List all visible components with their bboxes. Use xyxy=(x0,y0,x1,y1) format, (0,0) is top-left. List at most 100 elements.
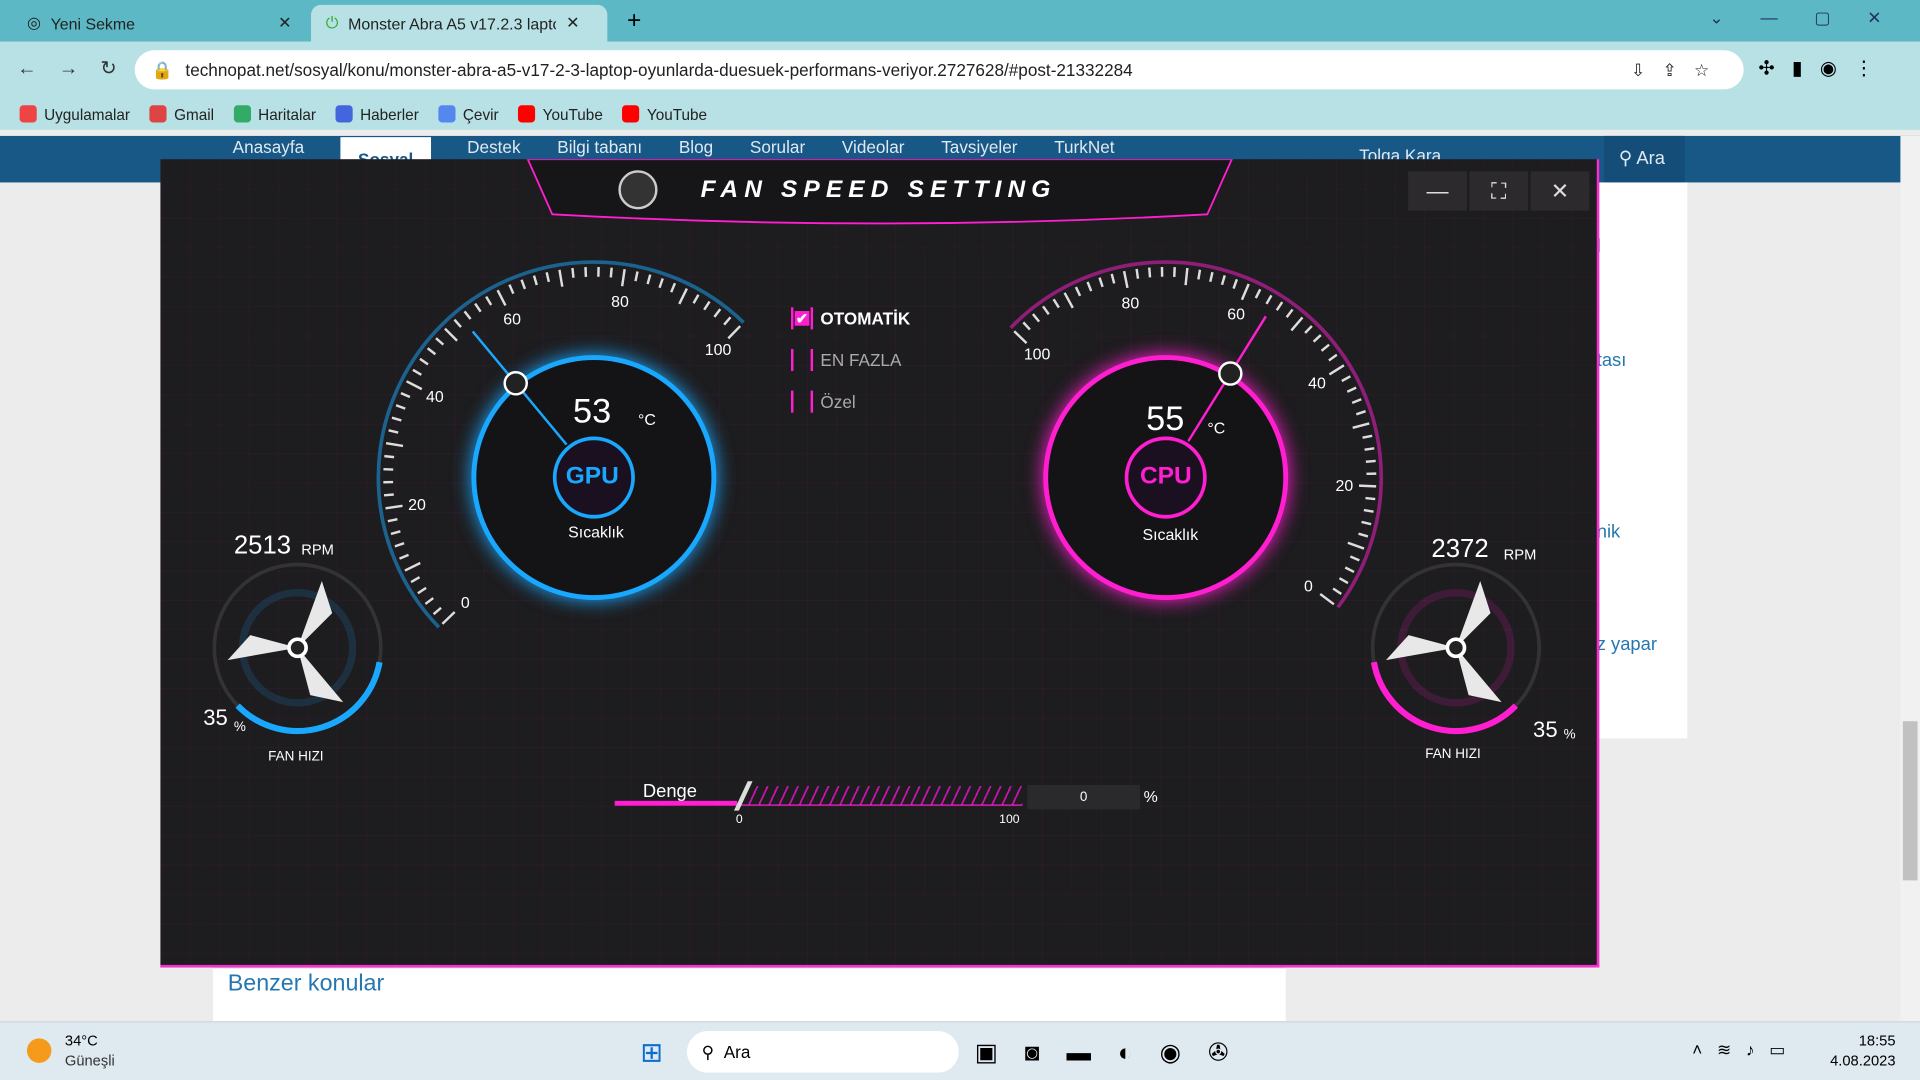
cpu-gauge-tick xyxy=(1184,267,1189,286)
title-banner xyxy=(526,159,1233,225)
clock[interactable]: 18:55 xyxy=(1858,1032,1896,1050)
cpu-gauge-tick xyxy=(1042,305,1050,316)
new-tab-button[interactable]: + xyxy=(626,7,642,35)
similar-threads-heading: Benzer konular xyxy=(227,971,385,997)
gpu-gauge-tick xyxy=(412,368,422,376)
gpu-fan-speed-arc xyxy=(235,661,383,735)
cpu-gauge-tick xyxy=(1022,321,1031,331)
checkbox-checked[interactable]: ✔ xyxy=(791,307,814,330)
cpu-gauge-tick xyxy=(1328,364,1345,376)
extension-icons[interactable]: ✣▮◉⋮ xyxy=(1758,58,1891,80)
bookmark-translate[interactable]: Çevir xyxy=(438,104,499,123)
taskbar-apps[interactable]: ▣◙▬◐◉✇ xyxy=(974,1039,1256,1067)
nav-item[interactable]: Destek xyxy=(467,137,521,157)
address-bar[interactable]: 🔒 technopat.net/sosyal/konu/monster-abra-… xyxy=(134,50,1744,90)
gpu-gauge-tick xyxy=(395,404,406,410)
window-controls[interactable]: ⌄—▢✕ xyxy=(1709,7,1919,27)
cpu-gauge-tick xyxy=(1338,577,1349,585)
gpu-gauge-needle-knob xyxy=(503,371,528,396)
gpu-caption: Sıcaklık xyxy=(568,522,624,542)
lock-icon: 🔒 xyxy=(151,59,174,79)
gpu-fan-hub xyxy=(287,637,308,659)
nav-item[interactable]: TurkNet xyxy=(1054,137,1115,157)
mode-max[interactable]: EN FAZLA xyxy=(791,348,901,372)
gpu-gauge-tick xyxy=(426,347,437,356)
close-button[interactable]: ✕ xyxy=(1530,171,1590,211)
gpu-gauge-tick xyxy=(432,606,442,616)
thread-link[interactable]: z yapar xyxy=(1596,634,1657,656)
gpu-gauge-tick xyxy=(385,441,404,448)
gpu-gauge-tick xyxy=(571,267,575,278)
taskbar-search[interactable]: ⚲ Ara xyxy=(686,1031,959,1073)
gpu-temp: 53 xyxy=(573,391,612,430)
bookmark-apps[interactable]: Uygulamalar xyxy=(19,104,130,123)
cpu-fan-pct: 35 xyxy=(1533,717,1558,743)
cpu-gauge-tick-label: 60 xyxy=(1227,306,1245,323)
gpu-gauge-tick xyxy=(703,300,711,311)
taskbar: 34°C Güneşli ⊞ ⚲ Ara ▣◙▬◐◉✇ ˄≋♪▭ 18:55 4… xyxy=(0,1021,1920,1080)
minimize-button[interactable]: — xyxy=(1408,171,1467,211)
balance-slider[interactable] xyxy=(738,786,1023,806)
nav-item[interactable]: Bilgi tabanı xyxy=(557,137,643,157)
scrollbar[interactable] xyxy=(1900,135,1920,1022)
gpu-gauge-tick xyxy=(609,267,613,278)
gpu-gauge-core xyxy=(552,436,635,519)
cpu-gauge-scale-arc xyxy=(1009,260,1383,609)
gpu-gauge-tick xyxy=(620,269,626,287)
weather-temp[interactable]: 34°C xyxy=(64,1032,98,1050)
nav-item[interactable]: Sorular xyxy=(749,137,806,157)
gpu-gauge-tick xyxy=(713,308,722,318)
bookmark-maps[interactable]: Haritalar xyxy=(233,104,316,123)
nav-item[interactable]: Anasayfa xyxy=(232,137,305,157)
cpu-gauge-tick xyxy=(1347,541,1365,550)
gpu-gauge-tick xyxy=(463,310,472,320)
cpu-gauge-tick xyxy=(1110,273,1116,284)
nav-item[interactable]: Blog xyxy=(678,137,714,157)
slider-label: Denge xyxy=(642,781,697,803)
nav-item[interactable]: Tavsiyeler xyxy=(941,137,1018,157)
sun-icon xyxy=(26,1038,52,1063)
windows-start-icon[interactable]: ⊞ xyxy=(640,1037,663,1068)
cpu-gauge-tick xyxy=(1063,292,1074,309)
cpu-gauge-tick xyxy=(1052,298,1060,309)
cpu-gauge-tick xyxy=(1364,447,1375,451)
maximize-button[interactable]: ⛶ xyxy=(1469,171,1529,211)
checkbox[interactable] xyxy=(791,390,814,413)
thread-link[interactable]: tası xyxy=(1596,350,1627,372)
nav-item[interactable]: Videolar xyxy=(841,137,905,157)
cpu-gauge-tick xyxy=(1285,308,1294,318)
bookmark-youtube[interactable]: YouTube xyxy=(518,104,603,123)
url-actions[interactable]: ⇩⇪☆ xyxy=(1631,59,1727,79)
cpu-gauge-tick xyxy=(1358,484,1377,488)
bookmark-youtube[interactable]: YouTube xyxy=(622,104,707,123)
gpu-gauge-tick-label: 0 xyxy=(461,595,470,612)
nav-buttons[interactable]: ←→↻ xyxy=(17,58,139,80)
cpu-gauge-tick xyxy=(1361,520,1372,526)
cpu-gauge-tick xyxy=(1328,353,1338,362)
cpu-gauge-tick xyxy=(1290,316,1304,332)
gpu-fan-blade xyxy=(227,635,298,661)
bookmark-news[interactable]: Haberler xyxy=(335,104,419,123)
slider-value-input[interactable]: 0 xyxy=(1027,784,1141,810)
gpu-gauge-tick xyxy=(634,271,639,282)
system-tray[interactable]: ˄≋♪▭ xyxy=(1692,1039,1801,1060)
close-icon[interactable]: ✕ xyxy=(566,13,580,32)
tab-new[interactable]: ◎ Yeni Sekme ✕ xyxy=(26,13,292,33)
checkbox[interactable] xyxy=(791,348,814,372)
cpu-gauge-tick xyxy=(1332,587,1342,595)
mode-custom[interactable]: Özel xyxy=(791,390,856,413)
gpu-gauge-tick xyxy=(545,272,551,283)
gpu-gauge-tick xyxy=(405,380,423,391)
tab-active[interactable]: ⏻Monster Abra A5 v17.2.3 laptop o✕ xyxy=(311,4,608,42)
bookmark-gmail[interactable]: Gmail xyxy=(149,104,214,123)
search-button[interactable]: ⚲ Ara xyxy=(1604,135,1685,183)
gpu-gauge-tick-label: 20 xyxy=(408,497,426,514)
close-icon[interactable]: ✕ xyxy=(278,13,292,32)
gpu-gauge-tick xyxy=(441,611,456,625)
cpu-gauge-tick xyxy=(1240,283,1250,301)
cpu-gauge-tick-label: 20 xyxy=(1335,478,1353,495)
thread-link[interactable]: nik xyxy=(1596,521,1621,543)
mode-auto[interactable]: ✔ OTOMATİK xyxy=(791,307,910,330)
gpu-gauge-tick-label: 60 xyxy=(503,312,521,329)
cpu-gauge-tick xyxy=(1275,301,1284,311)
